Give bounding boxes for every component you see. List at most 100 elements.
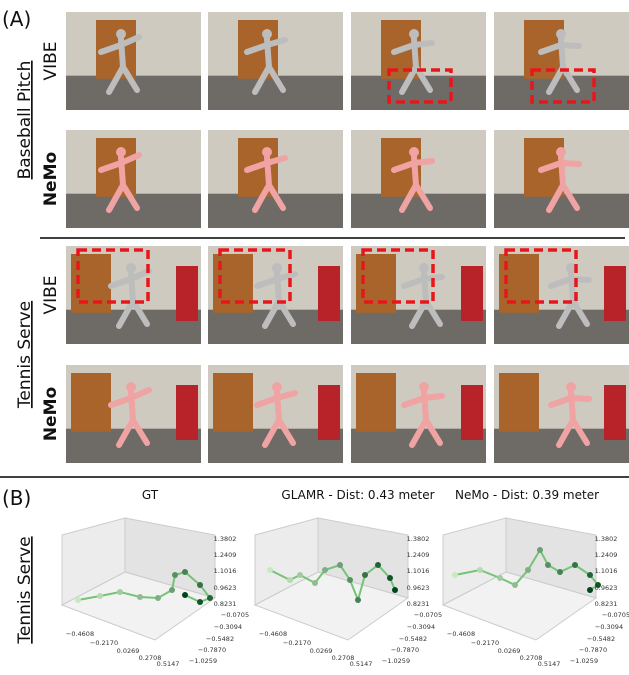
video-frame bbox=[66, 365, 201, 463]
video-frame bbox=[351, 130, 486, 228]
y-tick-label: −0.7870 bbox=[198, 646, 226, 654]
trajectory-point bbox=[182, 592, 188, 598]
person bbox=[176, 385, 198, 440]
video-frame bbox=[351, 246, 486, 344]
z-tick-label: 1.2409 bbox=[214, 551, 237, 559]
floor bbox=[351, 76, 486, 110]
y-tick-label: −1.0259 bbox=[382, 657, 410, 665]
y-tick-label: −1.0259 bbox=[189, 657, 217, 665]
door bbox=[71, 373, 111, 432]
plot-title: NeMo - Dist: 0.39 meter bbox=[455, 488, 599, 502]
z-tick-label: 1.1016 bbox=[595, 567, 618, 575]
x-tick-label: 0.5147 bbox=[157, 660, 180, 668]
x-tick-label: −0.4608 bbox=[447, 630, 475, 638]
y-tick-label: −0.0705 bbox=[602, 611, 629, 619]
x-tick-label: −0.4608 bbox=[66, 630, 94, 638]
z-tick-label: 1.2409 bbox=[595, 551, 618, 559]
trajectory-point bbox=[587, 572, 593, 578]
trajectory-point bbox=[375, 562, 381, 568]
person bbox=[604, 266, 626, 321]
figure: (A) (B) Baseball Pitch VIBE NeMo Tennis Ser… bbox=[0, 0, 629, 671]
person bbox=[461, 385, 483, 440]
trajectory-point bbox=[452, 572, 458, 578]
video-frame bbox=[494, 365, 629, 463]
trajectory-point bbox=[362, 572, 368, 578]
trajectory-point bbox=[347, 577, 353, 583]
x-tick-label: −0.2170 bbox=[283, 639, 311, 647]
trajectory-point bbox=[587, 587, 593, 593]
y-tick-label: −0.5482 bbox=[587, 635, 615, 643]
panel-label: (A) bbox=[2, 7, 31, 31]
video-frame bbox=[66, 130, 201, 228]
x-tick-label: 0.0269 bbox=[498, 647, 521, 655]
person bbox=[604, 385, 626, 440]
y-tick-label: −0.0705 bbox=[221, 611, 249, 619]
z-tick-label: 0.9623 bbox=[595, 584, 618, 592]
z-tick-label: 0.9623 bbox=[214, 584, 237, 592]
video-frame bbox=[351, 12, 486, 110]
video-frame bbox=[66, 246, 201, 344]
y-tick-label: −0.7870 bbox=[391, 646, 419, 654]
trajectory-point bbox=[477, 567, 483, 573]
video-frame bbox=[208, 130, 343, 228]
row-label: Tennis Serve bbox=[15, 536, 35, 644]
x-tick-label: −0.2170 bbox=[90, 639, 118, 647]
z-tick-label: 1.1016 bbox=[407, 567, 430, 575]
trajectory-point bbox=[387, 575, 393, 581]
z-tick-label: 1.2409 bbox=[407, 551, 430, 559]
z-tick-label: 1.3802 bbox=[595, 535, 618, 543]
floor bbox=[494, 194, 629, 228]
trajectory-point bbox=[337, 562, 343, 568]
y-tick-label: −0.5482 bbox=[206, 635, 234, 643]
trajectory-point bbox=[97, 593, 103, 599]
door bbox=[356, 373, 396, 432]
z-tick-label: 0.8231 bbox=[595, 600, 618, 608]
person bbox=[461, 266, 483, 321]
trajectory-point bbox=[267, 567, 273, 573]
y-tick-label: −0.3094 bbox=[595, 623, 623, 631]
trajectory-point bbox=[312, 580, 318, 586]
trajectory-point bbox=[137, 594, 143, 600]
z-tick-label: 1.3802 bbox=[214, 535, 237, 543]
y-tick-label: −0.7870 bbox=[579, 646, 607, 654]
person bbox=[318, 266, 340, 321]
z-tick-label: 0.8231 bbox=[214, 600, 237, 608]
y-tick-label: −0.5482 bbox=[399, 635, 427, 643]
video-frame bbox=[494, 246, 629, 344]
x-tick-label: 0.0269 bbox=[310, 647, 333, 655]
trajectory-point bbox=[75, 597, 81, 603]
video-frame bbox=[351, 365, 486, 463]
trajectory-point bbox=[392, 587, 398, 593]
trajectory-point bbox=[572, 562, 578, 568]
video-frame bbox=[208, 365, 343, 463]
z-tick-label: 0.8231 bbox=[407, 600, 430, 608]
x-tick-label: 0.0269 bbox=[117, 647, 140, 655]
floor bbox=[351, 194, 486, 228]
trajectory-point bbox=[322, 567, 328, 573]
y-tick-label: −0.3094 bbox=[214, 623, 242, 631]
row-label: VIBE bbox=[41, 41, 61, 80]
door bbox=[499, 373, 539, 432]
x-tick-label: 0.5147 bbox=[538, 660, 561, 668]
group-label: Baseball Pitch bbox=[15, 61, 35, 180]
row-label: NeMo bbox=[41, 387, 61, 441]
trajectory-point bbox=[545, 562, 551, 568]
trajectory-point bbox=[169, 587, 175, 593]
z-tick-label: 1.1016 bbox=[214, 567, 237, 575]
trajectory-point bbox=[117, 589, 123, 595]
panel-label: (B) bbox=[2, 486, 31, 510]
trajectory-point bbox=[512, 582, 518, 588]
person bbox=[176, 266, 198, 321]
row-label: VIBE bbox=[41, 275, 61, 314]
plot-title: GLAMR - Dist: 0.43 meter bbox=[281, 488, 434, 502]
video-frame bbox=[208, 12, 343, 110]
y-tick-label: −1.0259 bbox=[570, 657, 598, 665]
trajectory-point bbox=[525, 567, 531, 573]
video-frame bbox=[494, 12, 629, 110]
x-tick-label: −0.2170 bbox=[471, 639, 499, 647]
trajectory-point bbox=[197, 582, 203, 588]
trajectory-point bbox=[497, 575, 503, 581]
y-tick-label: −0.0705 bbox=[414, 611, 442, 619]
video-frame bbox=[208, 246, 343, 344]
trajectory-point bbox=[197, 599, 203, 605]
